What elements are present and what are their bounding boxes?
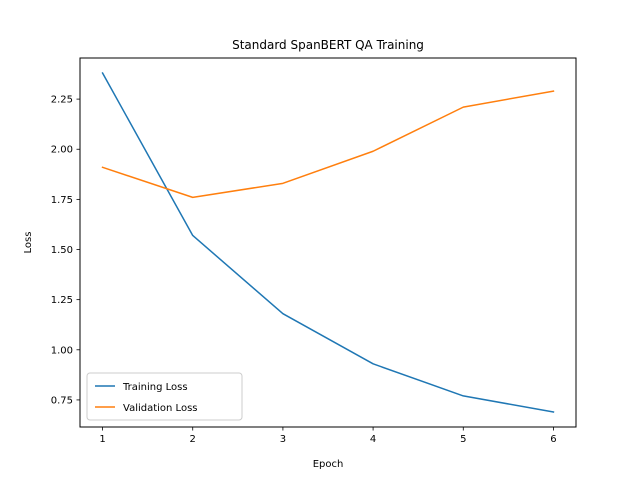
x-tick-label: 6 — [550, 434, 556, 445]
y-tick-label: 0.75 — [51, 395, 73, 406]
x-tick-label: 2 — [190, 434, 196, 445]
chart-legend: Training Loss Validation Loss — [86, 372, 243, 421]
y-tick-label: 1.00 — [51, 345, 73, 356]
chart-title: Standard SpanBERT QA Training — [232, 38, 424, 52]
y-axis-ticks: 0.75 1.00 1.25 1.50 1.75 2.00 2.25 — [51, 95, 80, 406]
y-tick-label: 1.50 — [51, 245, 73, 256]
x-axis-ticks: 1 2 3 4 5 6 — [99, 427, 557, 445]
x-tick-label: 4 — [370, 434, 376, 445]
series-line-validation-loss — [101, 90, 555, 199]
series-layer — [101, 72, 555, 413]
x-tick-label: 1 — [99, 434, 105, 445]
y-axis-title: Loss — [23, 232, 34, 254]
legend-label: Validation Loss — [123, 403, 198, 414]
plot-area-frame — [79, 57, 577, 428]
legend-label: Training Loss — [122, 382, 188, 393]
x-tick-label: 5 — [460, 434, 466, 445]
legend-box — [86, 372, 243, 421]
series-line-training-loss — [101, 72, 555, 413]
y-tick-label: 2.00 — [51, 145, 73, 156]
y-tick-label: 1.25 — [51, 295, 73, 306]
x-tick-label: 3 — [280, 434, 286, 445]
y-tick-label: 2.25 — [51, 95, 73, 106]
y-tick-label: 1.75 — [51, 195, 73, 206]
x-axis-title: Epoch — [313, 459, 344, 470]
